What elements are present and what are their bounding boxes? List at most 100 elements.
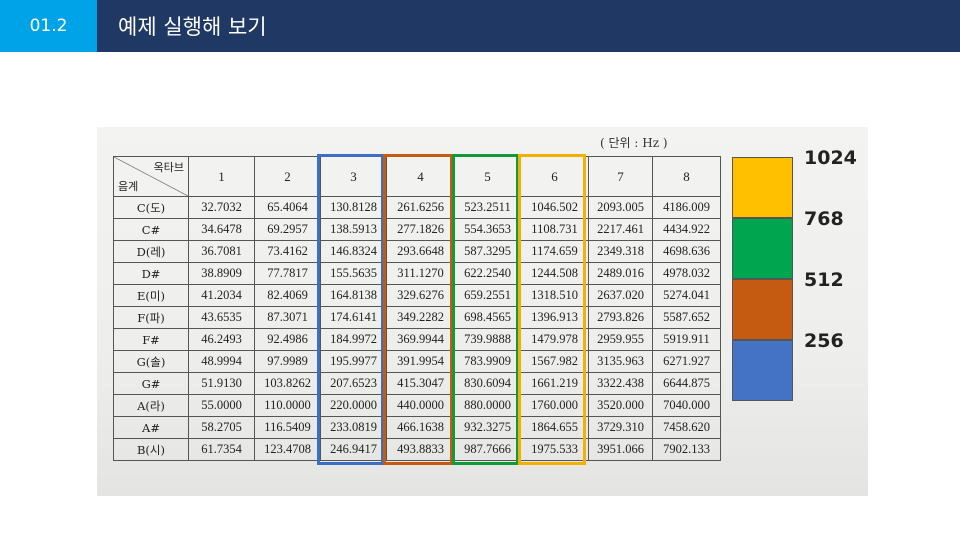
- frequency-cell: 2349.318: [588, 240, 653, 263]
- legend-swatch: [732, 279, 793, 340]
- note-label: C#: [113, 218, 189, 241]
- frequency-cell: 415.3047: [386, 372, 455, 395]
- table-row: F(파) 43.6535 87.3071 174.6141 349.2282 698.45…: [113, 306, 721, 329]
- legend-label: 768: [804, 208, 844, 230]
- corner-note-label: 음계: [118, 180, 139, 193]
- table-row: B(시) 61.7354 123.4708 246.9417 493.8833 987.7…: [113, 438, 721, 461]
- frequency-cell: 4434.922: [652, 218, 721, 241]
- frequency-cell: 2217.461: [588, 218, 653, 241]
- frequency-cell: 369.9944: [386, 328, 455, 351]
- octave-header: 5: [454, 156, 521, 197]
- frequency-cell: 3135.963: [588, 350, 653, 373]
- note-label: G(솔): [113, 350, 189, 373]
- frequency-cell: 1567.982: [520, 350, 589, 373]
- table-row: G# 51.9130 103.8262 207.6523 415.3047 830.609…: [113, 372, 721, 395]
- frequency-cell: 34.6478: [188, 218, 255, 241]
- frequency-cell: 261.6256: [386, 196, 455, 219]
- octave-header: 1: [188, 156, 255, 197]
- table-row: C# 34.6478 69.2957 138.5913 277.1826 554.3653…: [113, 218, 721, 241]
- frequency-cell: 41.2034: [188, 284, 255, 307]
- frequency-cell: 164.8138: [320, 284, 387, 307]
- frequency-cell: 830.6094: [454, 372, 521, 395]
- frequency-cell: 1396.913: [520, 306, 589, 329]
- note-label: D(레): [113, 240, 189, 263]
- frequency-cell: 2489.016: [588, 262, 653, 285]
- frequency-cell: 1318.510: [520, 284, 589, 307]
- octave-header: 6: [520, 156, 589, 197]
- frequency-cell: 1661.219: [520, 372, 589, 395]
- frequency-cell: 103.8262: [254, 372, 321, 395]
- frequency-cell: 184.9972: [320, 328, 387, 351]
- table-row: D# 38.8909 77.7817 155.5635 311.1270 622.2540…: [113, 262, 721, 285]
- frequency-cell: 1108.731: [520, 218, 589, 241]
- table-row: G(솔) 48.9994 97.9989 195.9977 391.9954 783.99…: [113, 350, 721, 373]
- frequency-cell: 622.2540: [454, 262, 521, 285]
- section-number: 01.2: [0, 0, 97, 52]
- octave-header: 3: [320, 156, 387, 197]
- frequency-cell: 1864.655: [520, 416, 589, 439]
- slide-title: 예제 실행해 보기: [118, 15, 267, 39]
- frequency-cell: 48.9994: [188, 350, 255, 373]
- frequency-cell: 82.4069: [254, 284, 321, 307]
- corner-cell: 옥타브 음계: [113, 156, 189, 197]
- table-row: A# 58.2705 116.5409 233.0819 466.1638 932.327…: [113, 416, 721, 439]
- table-row: E(미) 41.2034 82.4069 164.8138 329.6276 659.25…: [113, 284, 721, 307]
- frequency-cell: 440.0000: [386, 394, 455, 417]
- legend-swatch: [732, 340, 793, 401]
- corner-octave-label: 옥타브: [153, 161, 184, 174]
- frequency-cell: 349.2282: [386, 306, 455, 329]
- frequency-cell: 195.9977: [320, 350, 387, 373]
- frequency-cell: 77.7817: [254, 262, 321, 285]
- frequency-cell: 523.2511: [454, 196, 521, 219]
- note-label: F#: [113, 328, 189, 351]
- note-label: F(파): [113, 306, 189, 329]
- note-label: E(미): [113, 284, 189, 307]
- frequency-cell: 73.4162: [254, 240, 321, 263]
- frequency-cell: 5274.041: [652, 284, 721, 307]
- frequency-cell: 155.5635: [320, 262, 387, 285]
- note-label: G#: [113, 372, 189, 395]
- frequency-cell: 97.9989: [254, 350, 321, 373]
- frequency-cell: 233.0819: [320, 416, 387, 439]
- frequency-cell: 65.4064: [254, 196, 321, 219]
- frequency-cell: 311.1270: [386, 262, 455, 285]
- frequency-cell: 207.6523: [320, 372, 387, 395]
- frequency-cell: 7458.620: [652, 416, 721, 439]
- frequency-cell: 2793.826: [588, 306, 653, 329]
- frequency-cell: 1760.000: [520, 394, 589, 417]
- note-label: D#: [113, 262, 189, 285]
- frequency-cell: 880.0000: [454, 394, 521, 417]
- frequency-cell: 783.9909: [454, 350, 521, 373]
- frequency-cell: 466.1638: [386, 416, 455, 439]
- frequency-cell: 932.3275: [454, 416, 521, 439]
- header-row: 옥타브 음계 1 2 3 4 5 6 7 8: [113, 156, 721, 197]
- legend-label: 256: [804, 330, 844, 352]
- header-bar: 01.2 예제 실행해 보기: [0, 0, 960, 52]
- frequency-cell: 5587.652: [652, 306, 721, 329]
- note-label: A(라): [113, 394, 189, 417]
- frequency-cell: 61.7354: [188, 438, 255, 461]
- frequency-cell: 1174.659: [520, 240, 589, 263]
- note-label: B(시): [113, 438, 189, 461]
- frequency-cell: 277.1826: [386, 218, 455, 241]
- frequency-cell: 246.9417: [320, 438, 387, 461]
- legend-label: 512: [804, 269, 844, 291]
- frequency-cell: 1244.508: [520, 262, 589, 285]
- table-row: F# 46.2493 92.4986 184.9972 369.9944 739.9888…: [113, 328, 721, 351]
- frequency-cell: 174.6141: [320, 306, 387, 329]
- frequency-cell: 493.8833: [386, 438, 455, 461]
- frequency-cell: 51.9130: [188, 372, 255, 395]
- frequency-cell: 3729.310: [588, 416, 653, 439]
- frequency-cell: 92.4986: [254, 328, 321, 351]
- frequency-cell: 1046.502: [520, 196, 589, 219]
- frequency-cell: 698.4565: [454, 306, 521, 329]
- frequency-cell: 36.7081: [188, 240, 255, 263]
- frequency-cell: 58.2705: [188, 416, 255, 439]
- frequency-cell: 3322.438: [588, 372, 653, 395]
- frequency-cell: 1975.533: [520, 438, 589, 461]
- table-row: D(레) 36.7081 73.4162 146.8324 293.6648 587.32…: [113, 240, 721, 263]
- frequency-cell: 123.4708: [254, 438, 321, 461]
- frequency-cell: 7040.000: [652, 394, 721, 417]
- legend-swatch: [732, 218, 793, 279]
- frequency-cell: 7902.133: [652, 438, 721, 461]
